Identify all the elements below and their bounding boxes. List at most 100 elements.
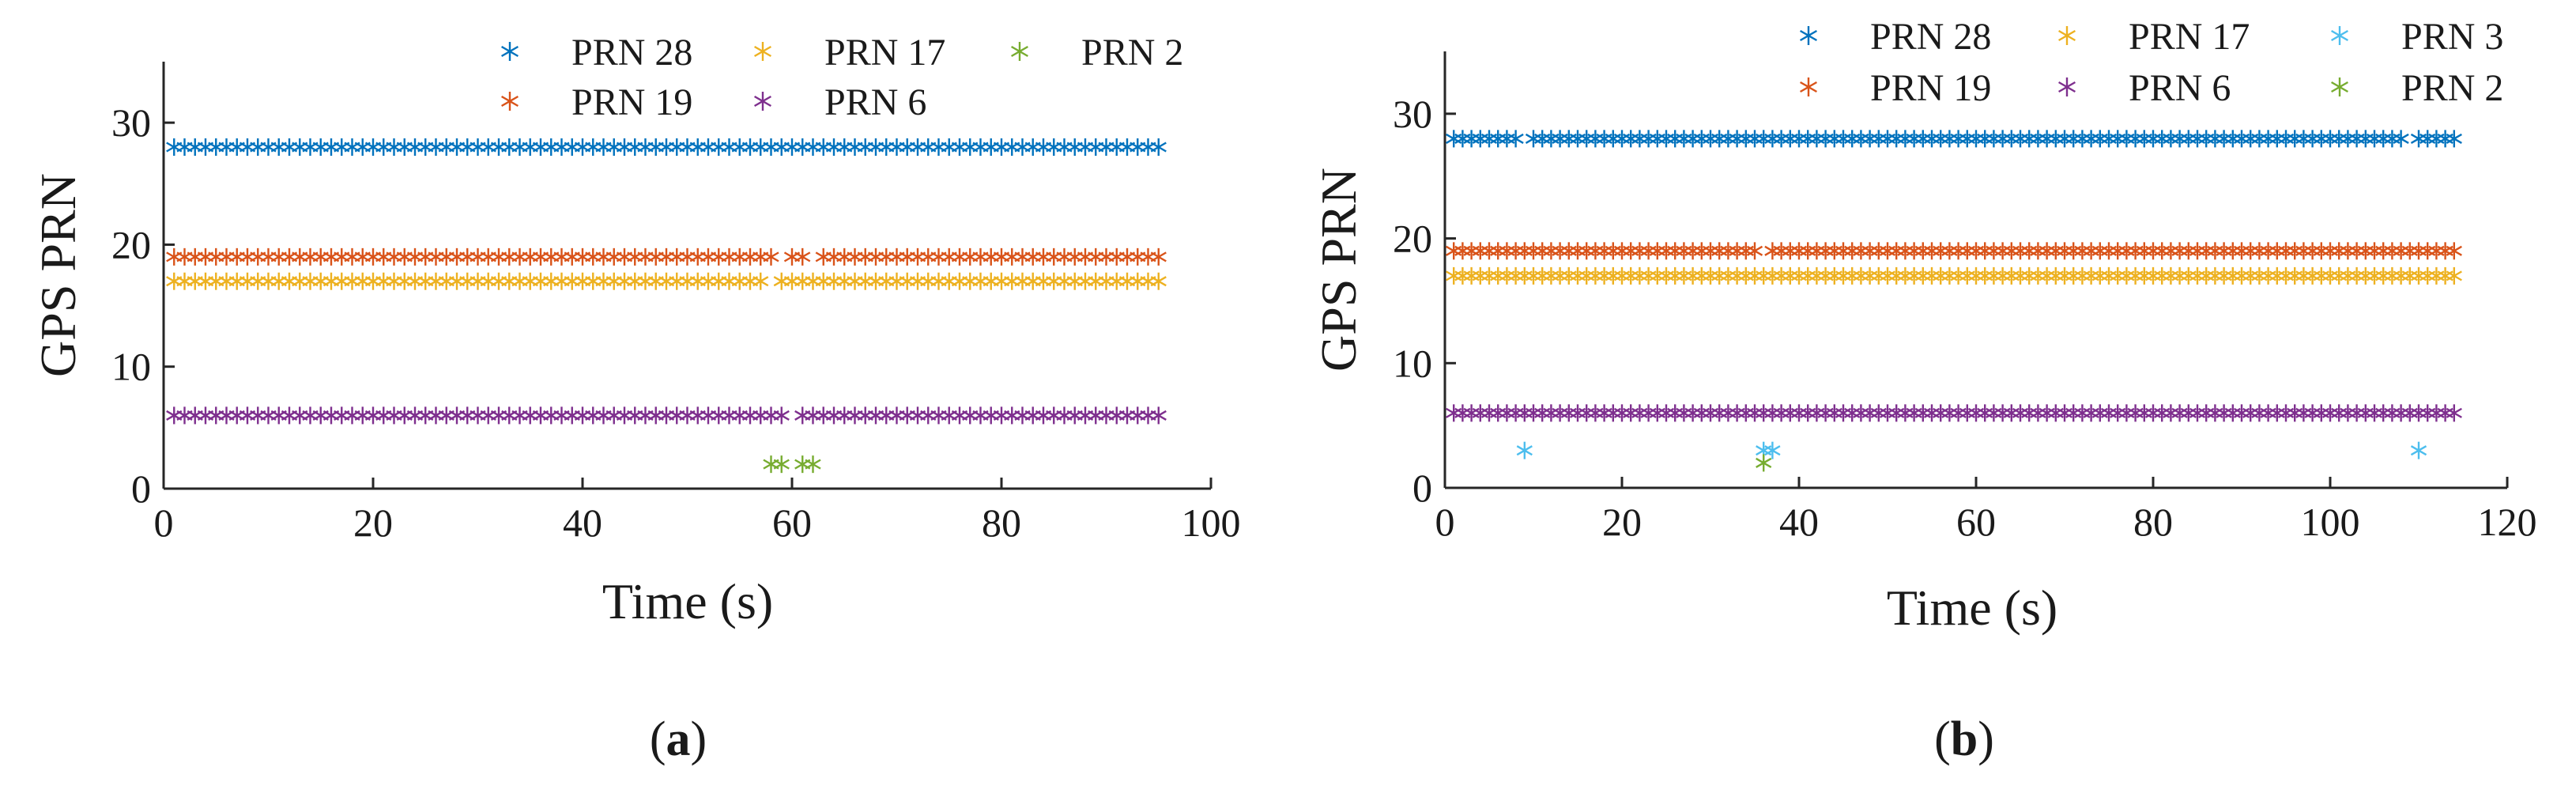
data-point — [438, 272, 454, 290]
data-point — [532, 406, 549, 425]
data-point — [1507, 404, 1524, 422]
data-point — [1560, 404, 1577, 422]
data-point — [2224, 404, 2241, 422]
data-point — [1684, 242, 1701, 260]
data-point — [847, 138, 863, 156]
data-point — [1782, 130, 1798, 148]
legend-marker-icon — [501, 42, 519, 61]
data-point — [920, 272, 937, 290]
data-point — [962, 272, 979, 290]
data-point — [2251, 266, 2268, 285]
data-point — [1499, 242, 1515, 260]
data-point — [815, 138, 832, 156]
data-point — [334, 272, 350, 290]
data-point — [2163, 404, 2179, 422]
data-point — [2348, 266, 2365, 285]
data-point — [2163, 130, 2179, 148]
data-point — [438, 247, 454, 266]
x-tick-label: 20 — [353, 500, 393, 545]
data-point — [1808, 404, 1825, 422]
data-point — [1463, 266, 1480, 285]
data-point — [595, 247, 612, 266]
data-point — [1861, 266, 1878, 285]
data-point — [2419, 242, 2436, 260]
data-point — [2331, 242, 2348, 260]
panel-a-x-ticks: 0 20 40 60 80 100 — [154, 478, 1241, 545]
legend-marker-icon — [2331, 26, 2348, 45]
data-point — [1800, 242, 1816, 260]
data-point — [428, 247, 444, 266]
data-point — [2171, 404, 2188, 422]
data-point — [679, 138, 696, 156]
data-point — [972, 247, 989, 266]
data-point — [1906, 242, 1922, 260]
data-point — [2242, 404, 2259, 422]
data-point — [595, 138, 612, 156]
data-point — [1950, 404, 1967, 422]
data-point — [270, 272, 287, 290]
data-point — [909, 138, 926, 156]
data-point — [334, 406, 350, 425]
data-point — [302, 247, 319, 266]
data-point — [1986, 130, 2002, 148]
data-point — [2277, 266, 2295, 285]
data-point — [1140, 272, 1156, 290]
data-point — [2065, 404, 2082, 422]
data-point — [2144, 242, 2162, 260]
data-point — [2207, 130, 2223, 148]
data-point — [773, 455, 790, 474]
data-point — [1941, 130, 1958, 148]
data-point — [501, 272, 518, 290]
data-point — [1014, 406, 1031, 425]
data-point — [292, 138, 308, 156]
data-point — [1879, 242, 1896, 260]
data-point — [2074, 266, 2091, 285]
data-point — [2110, 404, 2126, 422]
data-point — [2375, 130, 2392, 148]
data-point — [2127, 242, 2144, 260]
data-point — [2340, 266, 2356, 285]
data-point — [1959, 266, 1975, 285]
data-point — [239, 272, 256, 290]
data-point — [1613, 266, 1631, 285]
data-point — [2304, 266, 2321, 285]
data-point — [1879, 130, 1896, 148]
data-point — [490, 138, 507, 156]
data-point — [951, 247, 968, 266]
data-point — [1525, 404, 1542, 422]
data-point — [2189, 130, 2206, 148]
data-point — [2100, 242, 2118, 260]
data-point — [2313, 242, 2329, 260]
data-point — [1817, 404, 1834, 422]
data-point — [2375, 242, 2392, 260]
data-point — [711, 138, 727, 156]
data-point — [1817, 242, 1834, 260]
data-point — [2437, 130, 2453, 148]
data-point — [1914, 130, 1931, 148]
data-point — [2224, 242, 2241, 260]
data-point — [763, 138, 779, 156]
series-prn-2 — [763, 455, 821, 474]
data-point — [1088, 272, 1104, 290]
data-point — [270, 406, 287, 425]
data-point — [281, 272, 298, 290]
data-point — [1507, 130, 1524, 148]
data-point — [396, 138, 413, 156]
legend-label: PRN 19 — [1870, 67, 1991, 109]
x-tick-label: 20 — [1602, 500, 1642, 544]
data-point — [522, 138, 538, 156]
data-point — [605, 272, 622, 290]
data-point — [983, 272, 999, 290]
data-point — [1118, 406, 1136, 425]
data-point — [2269, 404, 2285, 422]
data-point — [794, 272, 811, 290]
data-point — [1108, 406, 1125, 425]
data-point — [741, 272, 759, 290]
data-point — [2437, 404, 2453, 422]
data-point — [679, 247, 696, 266]
data-point — [2083, 130, 2099, 148]
data-point — [1729, 242, 1745, 260]
data-point — [2012, 130, 2029, 148]
data-point — [1737, 130, 1754, 148]
data-point — [228, 138, 245, 156]
